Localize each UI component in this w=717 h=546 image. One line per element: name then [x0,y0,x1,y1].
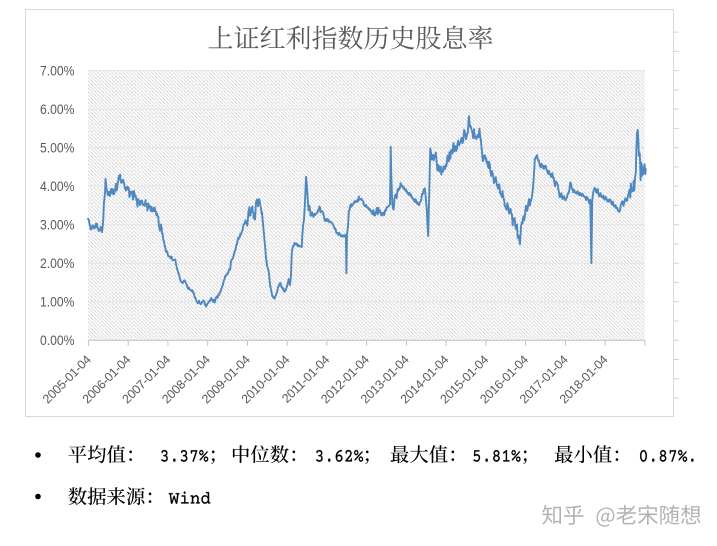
svg-text:5.00%: 5.00% [40,140,75,156]
svg-text:7.00%: 7.00% [40,63,75,79]
svg-text:2.00%: 2.00% [40,255,75,271]
svg-text:4.00%: 4.00% [40,178,75,194]
svg-text:6.00%: 6.00% [40,101,75,117]
svg-text:0.00%: 0.00% [40,332,75,348]
svg-text:3.00%: 3.00% [40,217,75,233]
svg-text:1.00%: 1.00% [40,294,75,310]
